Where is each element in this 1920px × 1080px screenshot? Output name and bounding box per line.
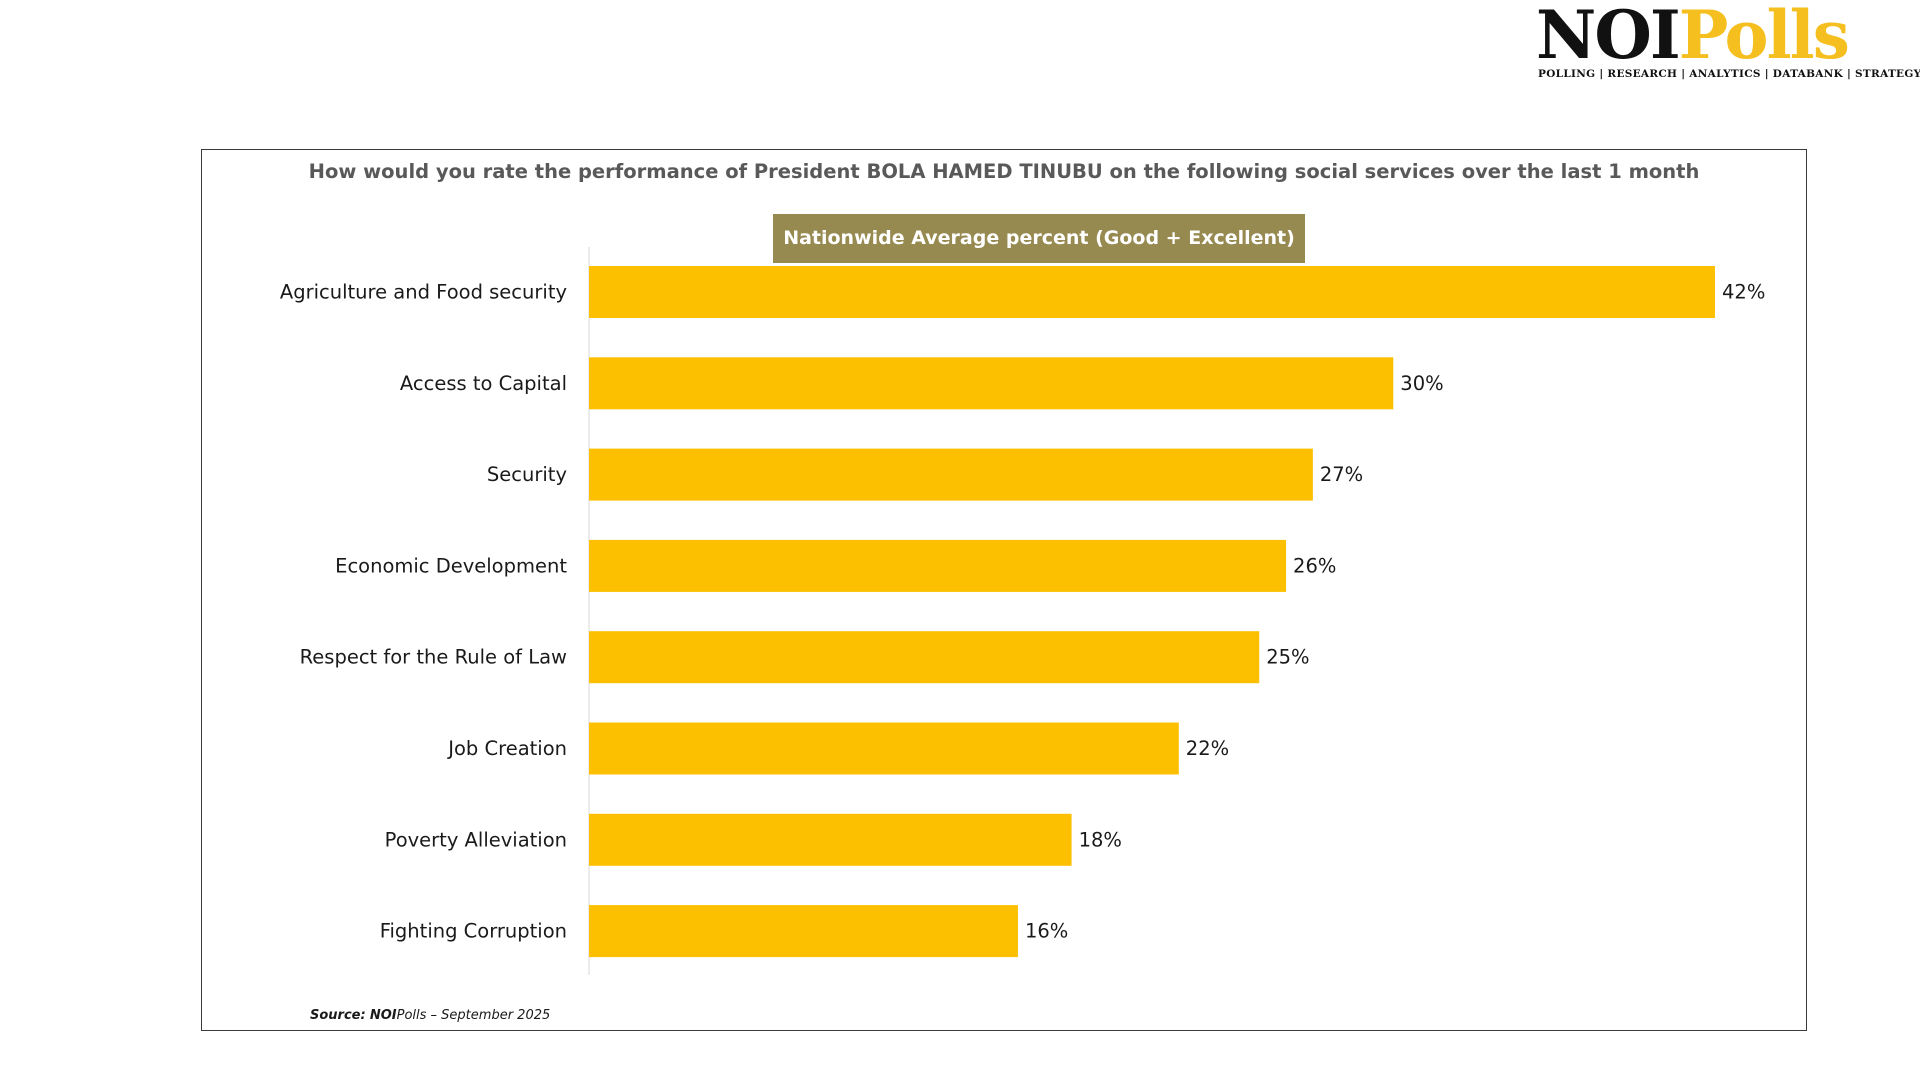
category-label: Fighting Corruption xyxy=(380,920,567,943)
logo-polls-text: Polls xyxy=(1678,0,1850,74)
source-org-bold: NOI xyxy=(369,1008,397,1023)
bar-respect-for-the-rule-of-law xyxy=(589,631,1260,684)
source-note: Source: NOIPolls – September 2025 xyxy=(310,1008,550,1023)
value-label: 25% xyxy=(1266,646,1309,669)
value-label: 30% xyxy=(1400,372,1443,395)
chart-frame: How would you rate the performance of Pr… xyxy=(201,149,1807,1031)
source-org-rest: Polls xyxy=(396,1008,427,1023)
bar-access-to-capital xyxy=(589,357,1394,410)
value-label: 42% xyxy=(1722,281,1765,304)
value-label: 22% xyxy=(1186,737,1229,760)
value-label: 27% xyxy=(1320,463,1363,486)
category-label: Security xyxy=(487,463,567,486)
bar-poverty-alleviation xyxy=(589,813,1072,866)
bars-group: Agriculture and Food security 42% Access t… xyxy=(280,266,1765,958)
source-label: Source: xyxy=(310,1008,366,1023)
chart-subtitle-box: Nationwide Average percent (Good + Excel… xyxy=(773,214,1305,263)
source-date: – September 2025 xyxy=(430,1008,551,1023)
bar-security xyxy=(589,448,1313,501)
category-label: Job Creation xyxy=(446,737,567,760)
bar-agriculture-and-food-security xyxy=(589,266,1715,318)
category-label: Respect for the Rule of Law xyxy=(300,646,567,669)
value-label: 16% xyxy=(1025,920,1068,943)
logo-tagline: POLLING | RESEARCH | ANALYTICS | DATABAN… xyxy=(1538,68,1920,80)
bar-job-creation xyxy=(589,722,1179,775)
noipolls-logo: NOIPolls POLLING | RESEARCH | ANALYTICS … xyxy=(1536,0,1920,90)
logo-wordmark: NOIPolls xyxy=(1536,0,1850,70)
bar-economic-development xyxy=(589,539,1287,592)
value-label: 26% xyxy=(1293,554,1336,577)
chart-title: How would you rate the performance of Pr… xyxy=(308,160,1700,183)
bar-chart: Agriculture and Food security 42% Access t… xyxy=(280,247,1765,975)
category-label: Agriculture and Food security xyxy=(280,281,567,304)
category-label: Access to Capital xyxy=(400,372,567,395)
category-label: Economic Development xyxy=(335,554,567,577)
logo-noi-text: NOI xyxy=(1536,0,1681,74)
bar-fighting-corruption xyxy=(589,905,1018,958)
value-label: 18% xyxy=(1079,828,1122,851)
category-label: Poverty Alleviation xyxy=(385,828,567,851)
